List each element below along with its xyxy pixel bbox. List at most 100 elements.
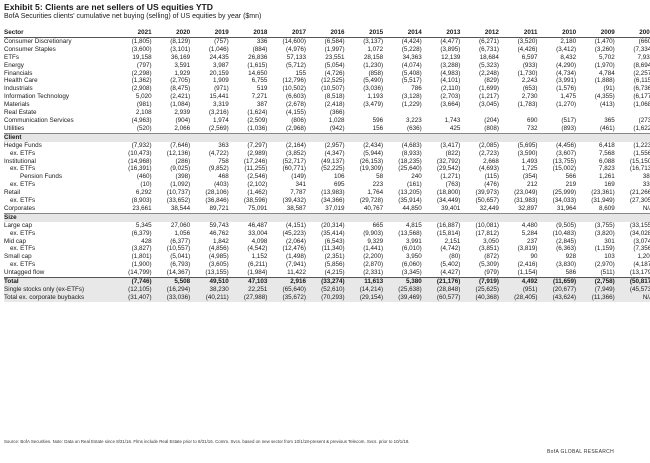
table-cell: (4,424) xyxy=(401,37,422,45)
table-cell: 57,133 xyxy=(286,53,306,61)
table-cell: 240 xyxy=(411,173,422,181)
table-cell: (4,963) xyxy=(131,116,152,124)
research-credit: BofA GLOBAL RESEARCH xyxy=(547,449,614,455)
table-cell: 40,767 xyxy=(363,204,384,212)
table-cell: 38,230 xyxy=(191,286,230,294)
table-cell: (413) xyxy=(600,101,615,109)
column-header-year: 2009 xyxy=(577,29,616,38)
table-cell: (50,657) xyxy=(475,197,499,205)
table-cell: (1,699) xyxy=(478,85,499,93)
table-cell: (35,672) xyxy=(268,293,307,302)
table-cell: (1,223) xyxy=(633,141,650,149)
table-row: Real Estate 2,108 2,939 (3,216) (1,624) (4,15… xyxy=(4,109,650,117)
table-cell: 4,784 xyxy=(598,69,615,77)
row-label: Utilities xyxy=(4,124,25,132)
table-cell: (27,305) xyxy=(629,197,650,205)
table-row: Large cap 5,345 27,060 59,743 46,487 (4,151) (… xyxy=(4,222,650,230)
column-header-year: 2008 xyxy=(615,29,650,38)
table-cell: 28,158 xyxy=(363,53,384,61)
table-cell: (1,730) xyxy=(517,69,538,77)
table-cell: 1,909 xyxy=(213,77,229,85)
table-cell: (29,154) xyxy=(345,293,385,302)
table-cell: (1,498) xyxy=(286,253,306,261)
table-cell: (1,270) xyxy=(556,101,577,109)
table-cell: (4,477) xyxy=(440,37,461,45)
row-label: Client xyxy=(4,132,650,142)
table-cell: (1,888) xyxy=(594,77,615,85)
column-header-year: 2012 xyxy=(461,29,500,38)
table-cell: (19,309) xyxy=(359,165,384,173)
table-cell: (4,355) xyxy=(594,93,615,101)
row-label: ex. ETFs xyxy=(10,149,36,157)
table-cell: (2,064) xyxy=(286,237,306,245)
table-cell: (4,427) xyxy=(440,269,461,277)
table-cell: 1,207 xyxy=(637,253,650,261)
table-cell: 519 xyxy=(256,85,268,93)
table-cell: (2,434) xyxy=(363,141,384,149)
table-cell xyxy=(577,109,616,117)
table-cell: (6,603) xyxy=(286,93,306,101)
table-cell: (5,228) xyxy=(401,45,422,53)
table-cell: 39,401 xyxy=(441,204,461,212)
table-cell: (5,402) xyxy=(440,261,461,269)
table-cell: (9,505) xyxy=(556,221,577,229)
table-cell: 12,139 xyxy=(441,53,461,61)
table-cell: (18,800) xyxy=(436,189,461,197)
table-cell: (34,033) xyxy=(552,197,577,205)
table-cell: (25,625) xyxy=(461,286,500,294)
row-label: ex. ETFs xyxy=(10,165,36,173)
row-label: Pension Funds xyxy=(20,173,63,181)
table-cell: 7,787 xyxy=(290,189,306,197)
table-cell: 428 xyxy=(141,237,152,245)
column-header-year: 2017 xyxy=(268,29,307,38)
table-cell: (3,895) xyxy=(440,45,461,53)
table-cell: 732 xyxy=(527,124,538,132)
table-cell: (2,968) xyxy=(286,124,306,132)
table-cell: (2,418) xyxy=(324,101,345,109)
table-cell: (34,028) xyxy=(629,229,650,237)
table-cell: (2,957) xyxy=(324,141,345,149)
table-cell: 36,169 xyxy=(170,53,191,61)
table-cell: (10,737) xyxy=(166,189,191,197)
table-cell: 596 xyxy=(372,116,384,124)
table-cell: (70,293) xyxy=(306,293,346,302)
table-cell: (33,274) xyxy=(306,277,346,286)
table-cell: (15,814) xyxy=(436,229,461,237)
table-cell: 18,684 xyxy=(479,53,499,61)
table-cell: (5,309) xyxy=(478,261,499,269)
row-label: ETFs xyxy=(4,53,20,61)
table-cell: 5,020 xyxy=(135,93,152,101)
table-cell: (4,985) xyxy=(208,253,229,261)
table-row: Information Technology 5,020 (2,421) 15,441… xyxy=(4,93,650,101)
table-cell: 32,897 xyxy=(518,204,538,212)
table-cell: (10,507) xyxy=(321,85,345,93)
table-cell: (981) xyxy=(136,101,152,109)
column-header-year: 2010 xyxy=(538,29,578,38)
table-row: Small cap (1,801) (5,041) (4,985) 1,152 (1,49… xyxy=(4,253,650,261)
table-cell: 2,151 xyxy=(444,237,461,245)
table-cell: 20,159 xyxy=(209,69,229,77)
table-cell: 388 xyxy=(642,173,650,181)
table-cell: (2,509) xyxy=(247,116,268,124)
table-cell: 6,597 xyxy=(521,53,538,61)
table-cell: 4,492 xyxy=(499,277,539,286)
table-cell: (39,432) xyxy=(282,197,306,205)
table-cell: (13,179) xyxy=(629,269,650,277)
table-cell: 11,422 xyxy=(287,269,306,277)
table-cell: 586 xyxy=(565,269,577,277)
table-row: Corporates 23,661 38,544 89,721 75,091 38,587… xyxy=(4,205,650,213)
table-cell: (16,391) xyxy=(128,165,152,173)
table-row: Consumer Staples (3,600) (3,101) (1,046) (88… xyxy=(4,46,650,54)
table-cell: (460) xyxy=(136,173,152,181)
table-cell: (15,150) xyxy=(629,157,650,165)
table-cell: (52,225) xyxy=(321,165,345,173)
table-cell: (50,817) xyxy=(615,277,650,286)
table-cell: (12,525) xyxy=(321,77,345,85)
table-cell: 3,991 xyxy=(405,237,422,245)
table-cell: (5,054) xyxy=(324,61,345,69)
table-cell: (3,600) xyxy=(131,45,152,53)
table-cell: (6,793) xyxy=(170,261,191,269)
table-cell: (39,973) xyxy=(475,189,499,197)
table-cell: (4,542) xyxy=(247,245,268,253)
table-cell: (1,462) xyxy=(247,189,268,197)
